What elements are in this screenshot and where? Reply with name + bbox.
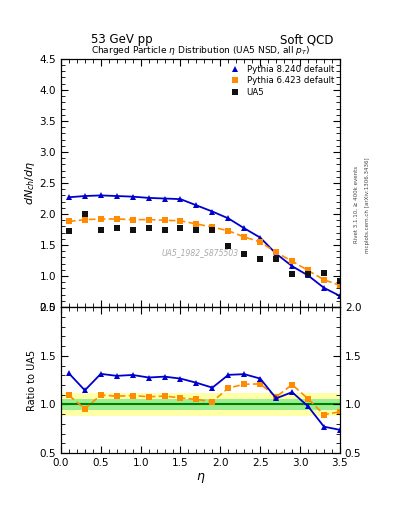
UA5 — [321, 270, 326, 276]
UA5 — [242, 251, 247, 258]
Bar — [61, 393, 340, 416]
Pythia 8.240 default — [98, 193, 103, 199]
Pythia 6.423 default — [306, 267, 310, 273]
UA5 — [194, 226, 199, 232]
Text: UA5_1982_S875503: UA5_1982_S875503 — [162, 248, 239, 257]
UA5 — [66, 228, 71, 234]
Pythia 8.240 default — [146, 195, 151, 201]
Pythia 8.240 default — [290, 263, 294, 269]
Text: 53 GeV pp: 53 GeV pp — [91, 33, 152, 46]
Pythia 6.423 default — [130, 217, 135, 223]
Pythia 6.423 default — [242, 234, 247, 240]
Pythia 8.240 default — [114, 193, 119, 199]
Pythia 6.423 default — [83, 217, 87, 223]
Pythia 8.240 default — [321, 285, 326, 291]
UA5 — [226, 243, 231, 249]
Y-axis label: $dN_{ch}/d\eta$: $dN_{ch}/d\eta$ — [23, 161, 37, 205]
UA5 — [83, 211, 87, 217]
Text: mcplots.cern.ch [arXiv:1306.3436]: mcplots.cern.ch [arXiv:1306.3436] — [365, 157, 371, 252]
Y-axis label: Ratio to UA5: Ratio to UA5 — [27, 350, 37, 411]
Pythia 8.240 default — [306, 272, 310, 279]
Pythia 6.423 default — [98, 216, 103, 222]
Pythia 6.423 default — [194, 221, 199, 227]
Pythia 6.423 default — [321, 276, 326, 283]
Pythia 8.240 default — [83, 193, 87, 199]
Pythia 6.423 default — [210, 224, 215, 230]
Pythia 6.423 default — [290, 258, 294, 264]
UA5 — [178, 225, 183, 231]
UA5 — [210, 227, 215, 233]
Pythia 8.240 default — [178, 196, 183, 202]
Pythia 6.423 default — [274, 249, 279, 255]
Pythia 6.423 default — [114, 216, 119, 222]
Line: Pythia 6.423 default: Pythia 6.423 default — [66, 216, 343, 288]
UA5 — [162, 226, 167, 232]
Line: Pythia 8.240 default: Pythia 8.240 default — [66, 193, 343, 299]
UA5 — [130, 226, 135, 232]
UA5 — [306, 271, 310, 278]
Title: Charged Particle $\eta$ Distribution (UA5 NSD, all $p_T$): Charged Particle $\eta$ Distribution (UA… — [91, 45, 310, 57]
Bar — [61, 399, 340, 410]
Pythia 8.240 default — [162, 196, 167, 202]
Text: Rivet 3.1.10, ≥ 400k events: Rivet 3.1.10, ≥ 400k events — [354, 166, 359, 243]
Pythia 8.240 default — [194, 202, 199, 208]
Legend: Pythia 8.240 default, Pythia 6.423 default, UA5: Pythia 8.240 default, Pythia 6.423 defau… — [224, 61, 337, 100]
UA5 — [338, 278, 342, 284]
Pythia 8.240 default — [242, 225, 247, 231]
Pythia 6.423 default — [146, 217, 151, 223]
Pythia 8.240 default — [66, 194, 71, 200]
UA5 — [98, 226, 103, 232]
Pythia 6.423 default — [226, 228, 231, 234]
UA5 — [146, 225, 151, 231]
Pythia 8.240 default — [338, 293, 342, 299]
Pythia 8.240 default — [258, 234, 263, 241]
Text: Soft QCD: Soft QCD — [280, 33, 333, 46]
Pythia 8.240 default — [226, 215, 231, 221]
Pythia 6.423 default — [66, 219, 71, 225]
Pythia 8.240 default — [274, 251, 279, 257]
UA5 — [258, 255, 263, 262]
UA5 — [290, 271, 294, 278]
UA5 — [274, 255, 279, 262]
Pythia 6.423 default — [178, 218, 183, 224]
Line: UA5: UA5 — [65, 210, 343, 285]
UA5 — [114, 225, 119, 231]
Pythia 6.423 default — [258, 239, 263, 245]
Pythia 6.423 default — [162, 217, 167, 223]
Pythia 6.423 default — [338, 282, 342, 288]
Pythia 8.240 default — [130, 194, 135, 200]
Pythia 8.240 default — [210, 208, 215, 215]
X-axis label: $\eta$: $\eta$ — [196, 471, 205, 485]
